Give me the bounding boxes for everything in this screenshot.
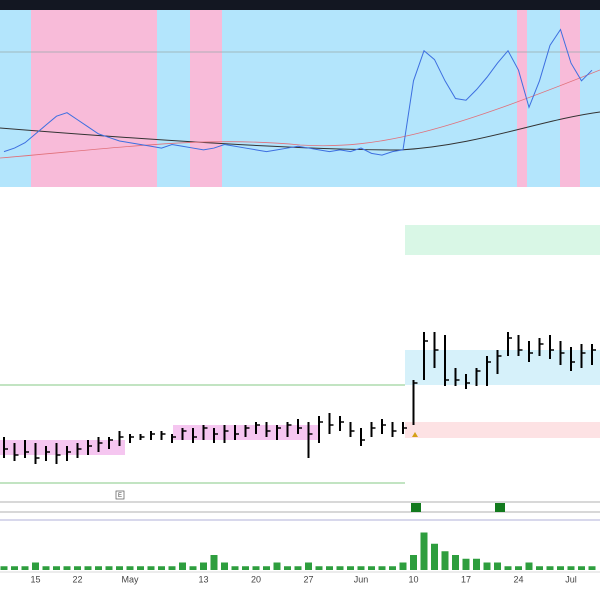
volume-bar [95,566,102,570]
pink-band [517,10,527,187]
volume-bar [410,555,417,570]
x-tick-label: 24 [513,574,523,584]
volume-bar [515,566,522,570]
volume-bar [0,566,8,570]
signal-box [411,503,421,512]
volume-bar [483,562,491,570]
volume-bar [242,566,249,570]
volume-bar [441,551,449,570]
fast-average [0,69,600,159]
x-tick-label: May [121,574,139,584]
volume-bar [462,558,470,570]
volume-bar [389,566,396,570]
volume-bar [168,566,176,570]
x-tick-label: Jul [565,574,577,584]
marker-box [115,490,125,500]
marker-label: E [118,493,122,499]
volume-bar [525,562,533,570]
volume-bar [557,566,564,570]
volume-bar [221,562,228,570]
volume-bar [368,566,375,570]
x-tick-label: 15 [30,574,40,584]
volume-bar [53,566,60,570]
volume-bar [357,566,365,570]
volume-bar [399,562,407,570]
volume-bar [63,566,71,570]
base-zone [0,440,125,455]
volume-bar [158,566,165,570]
x-tick-label: Jun [354,574,369,584]
volume-bar [546,566,554,570]
x-tick-label: 10 [408,574,418,584]
volume-bar [210,555,218,570]
volume-bar [326,566,333,570]
volume-bar [21,566,29,570]
volume-bar [126,566,134,570]
volume-bar [378,566,386,570]
volume-bar [294,566,302,570]
volume-bar [252,566,260,570]
volume-bar [567,566,575,570]
volume-bar [504,566,512,570]
volume-bar [200,562,207,570]
x-tick-label: 17 [461,574,471,584]
volume-bar [336,566,344,570]
volume-bar [84,566,92,570]
target-zone [405,225,600,255]
volume-bar [578,566,585,570]
volume-bar [116,566,123,570]
volume-bar [105,566,113,570]
volume-bar [431,543,438,570]
volume-bar [74,566,81,570]
pink-band [31,10,157,187]
volume-bar [147,566,155,570]
signal-box [495,503,505,512]
slow-average [0,111,600,151]
volume-bar [32,562,39,570]
indicator-line [3,28,593,156]
volume-bar [347,566,354,570]
volume-bar [231,566,239,570]
volume-bar [189,566,197,570]
x-tick-label: 27 [303,574,313,584]
volume-bar [494,562,501,570]
volume-bar [305,562,312,570]
volume-bar [284,566,291,570]
stop-zone [405,422,600,438]
range-zone [405,350,600,385]
volume-bar [137,566,144,570]
pink-band [560,10,580,187]
volume-bar [42,566,50,570]
pink-band [190,10,222,187]
x-tick-label: 13 [198,574,208,584]
top-strip [0,0,600,10]
triangle-marker [412,432,418,437]
volume-bar [588,566,596,570]
volume-bar [420,532,428,570]
x-tick-label: 22 [72,574,82,584]
volume-bar [11,566,18,570]
volume-bar [473,558,480,570]
volume-bar [452,555,459,570]
volume-bar [273,562,281,570]
volume-bar [263,566,270,570]
volume-bar [536,566,543,570]
volume-bar [179,562,186,570]
x-tick-label: 20 [251,574,261,584]
volume-bar [315,566,323,570]
